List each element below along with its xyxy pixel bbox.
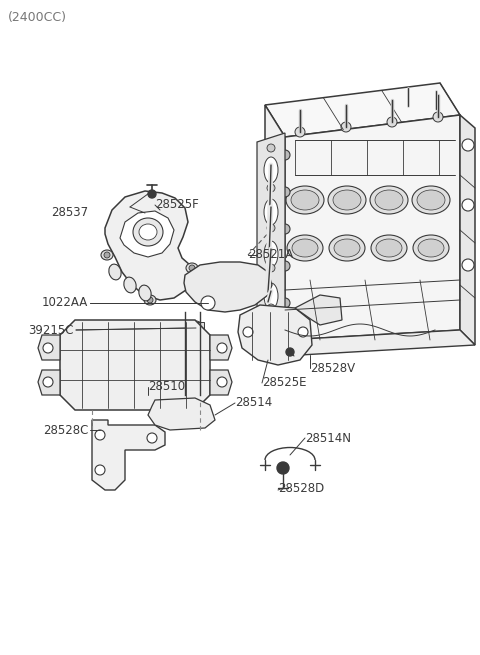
Text: 28528V: 28528V xyxy=(310,362,355,375)
Circle shape xyxy=(189,265,195,271)
Polygon shape xyxy=(265,105,285,340)
Ellipse shape xyxy=(264,283,278,309)
Text: (2400CC): (2400CC) xyxy=(8,12,67,24)
Circle shape xyxy=(280,298,290,308)
Ellipse shape xyxy=(133,218,163,246)
Ellipse shape xyxy=(375,190,403,210)
Text: 39215C: 39215C xyxy=(28,324,74,337)
Ellipse shape xyxy=(286,186,324,214)
Ellipse shape xyxy=(264,157,278,183)
Circle shape xyxy=(267,144,275,152)
Ellipse shape xyxy=(292,239,318,257)
Ellipse shape xyxy=(287,235,323,261)
Ellipse shape xyxy=(186,263,198,273)
Polygon shape xyxy=(285,115,460,340)
Polygon shape xyxy=(148,398,215,430)
Circle shape xyxy=(189,321,203,335)
Polygon shape xyxy=(238,305,312,365)
Polygon shape xyxy=(188,322,204,334)
Polygon shape xyxy=(120,211,174,257)
Polygon shape xyxy=(210,335,232,360)
Polygon shape xyxy=(92,420,165,490)
Circle shape xyxy=(147,433,157,443)
Ellipse shape xyxy=(417,190,445,210)
Ellipse shape xyxy=(333,190,361,210)
Polygon shape xyxy=(460,115,475,345)
Ellipse shape xyxy=(124,277,136,293)
Circle shape xyxy=(280,150,290,160)
Circle shape xyxy=(147,297,153,303)
Circle shape xyxy=(286,348,294,356)
Ellipse shape xyxy=(139,224,157,240)
Polygon shape xyxy=(38,370,60,395)
Circle shape xyxy=(148,190,156,198)
Text: 28525F: 28525F xyxy=(155,198,199,212)
Polygon shape xyxy=(184,262,272,312)
Polygon shape xyxy=(265,83,460,137)
Polygon shape xyxy=(295,295,342,325)
Circle shape xyxy=(267,304,275,312)
Text: 28514: 28514 xyxy=(235,396,272,409)
Ellipse shape xyxy=(139,285,151,301)
Circle shape xyxy=(280,261,290,271)
Circle shape xyxy=(95,465,105,475)
Circle shape xyxy=(298,327,308,337)
Circle shape xyxy=(267,224,275,232)
Circle shape xyxy=(462,199,474,211)
Ellipse shape xyxy=(144,295,156,305)
Polygon shape xyxy=(38,335,60,360)
Polygon shape xyxy=(210,370,232,395)
Circle shape xyxy=(191,323,201,333)
Polygon shape xyxy=(285,330,475,355)
Circle shape xyxy=(462,259,474,271)
Ellipse shape xyxy=(413,235,449,261)
Circle shape xyxy=(267,264,275,272)
Polygon shape xyxy=(257,133,285,348)
Circle shape xyxy=(201,296,215,310)
Ellipse shape xyxy=(329,235,365,261)
Ellipse shape xyxy=(264,199,278,225)
Text: 1022AA: 1022AA xyxy=(42,297,88,310)
Circle shape xyxy=(217,343,227,353)
Circle shape xyxy=(43,377,53,387)
Circle shape xyxy=(267,184,275,192)
Ellipse shape xyxy=(328,186,366,214)
Circle shape xyxy=(217,377,227,387)
Circle shape xyxy=(462,139,474,151)
Ellipse shape xyxy=(418,239,444,257)
Circle shape xyxy=(203,298,213,308)
Ellipse shape xyxy=(371,235,407,261)
Polygon shape xyxy=(60,320,210,410)
Text: 28528D: 28528D xyxy=(278,481,324,495)
Ellipse shape xyxy=(264,241,278,267)
Circle shape xyxy=(433,112,443,122)
Text: 28521A: 28521A xyxy=(248,248,293,261)
Ellipse shape xyxy=(412,186,450,214)
Text: 28514N: 28514N xyxy=(305,432,351,445)
Ellipse shape xyxy=(109,264,121,280)
Text: 28537: 28537 xyxy=(51,206,88,219)
Circle shape xyxy=(243,327,253,337)
Ellipse shape xyxy=(334,239,360,257)
Ellipse shape xyxy=(101,250,113,260)
Text: 28510: 28510 xyxy=(148,381,185,394)
Circle shape xyxy=(295,127,305,137)
Text: 28525E: 28525E xyxy=(262,377,307,390)
Ellipse shape xyxy=(376,239,402,257)
Polygon shape xyxy=(105,191,192,300)
Circle shape xyxy=(387,117,397,127)
Circle shape xyxy=(277,462,289,474)
Circle shape xyxy=(104,252,110,258)
Ellipse shape xyxy=(291,190,319,210)
Circle shape xyxy=(341,122,351,132)
Circle shape xyxy=(280,224,290,234)
Ellipse shape xyxy=(370,186,408,214)
Circle shape xyxy=(280,187,290,197)
Text: 28528C: 28528C xyxy=(43,424,88,436)
Circle shape xyxy=(95,430,105,440)
Circle shape xyxy=(43,343,53,353)
